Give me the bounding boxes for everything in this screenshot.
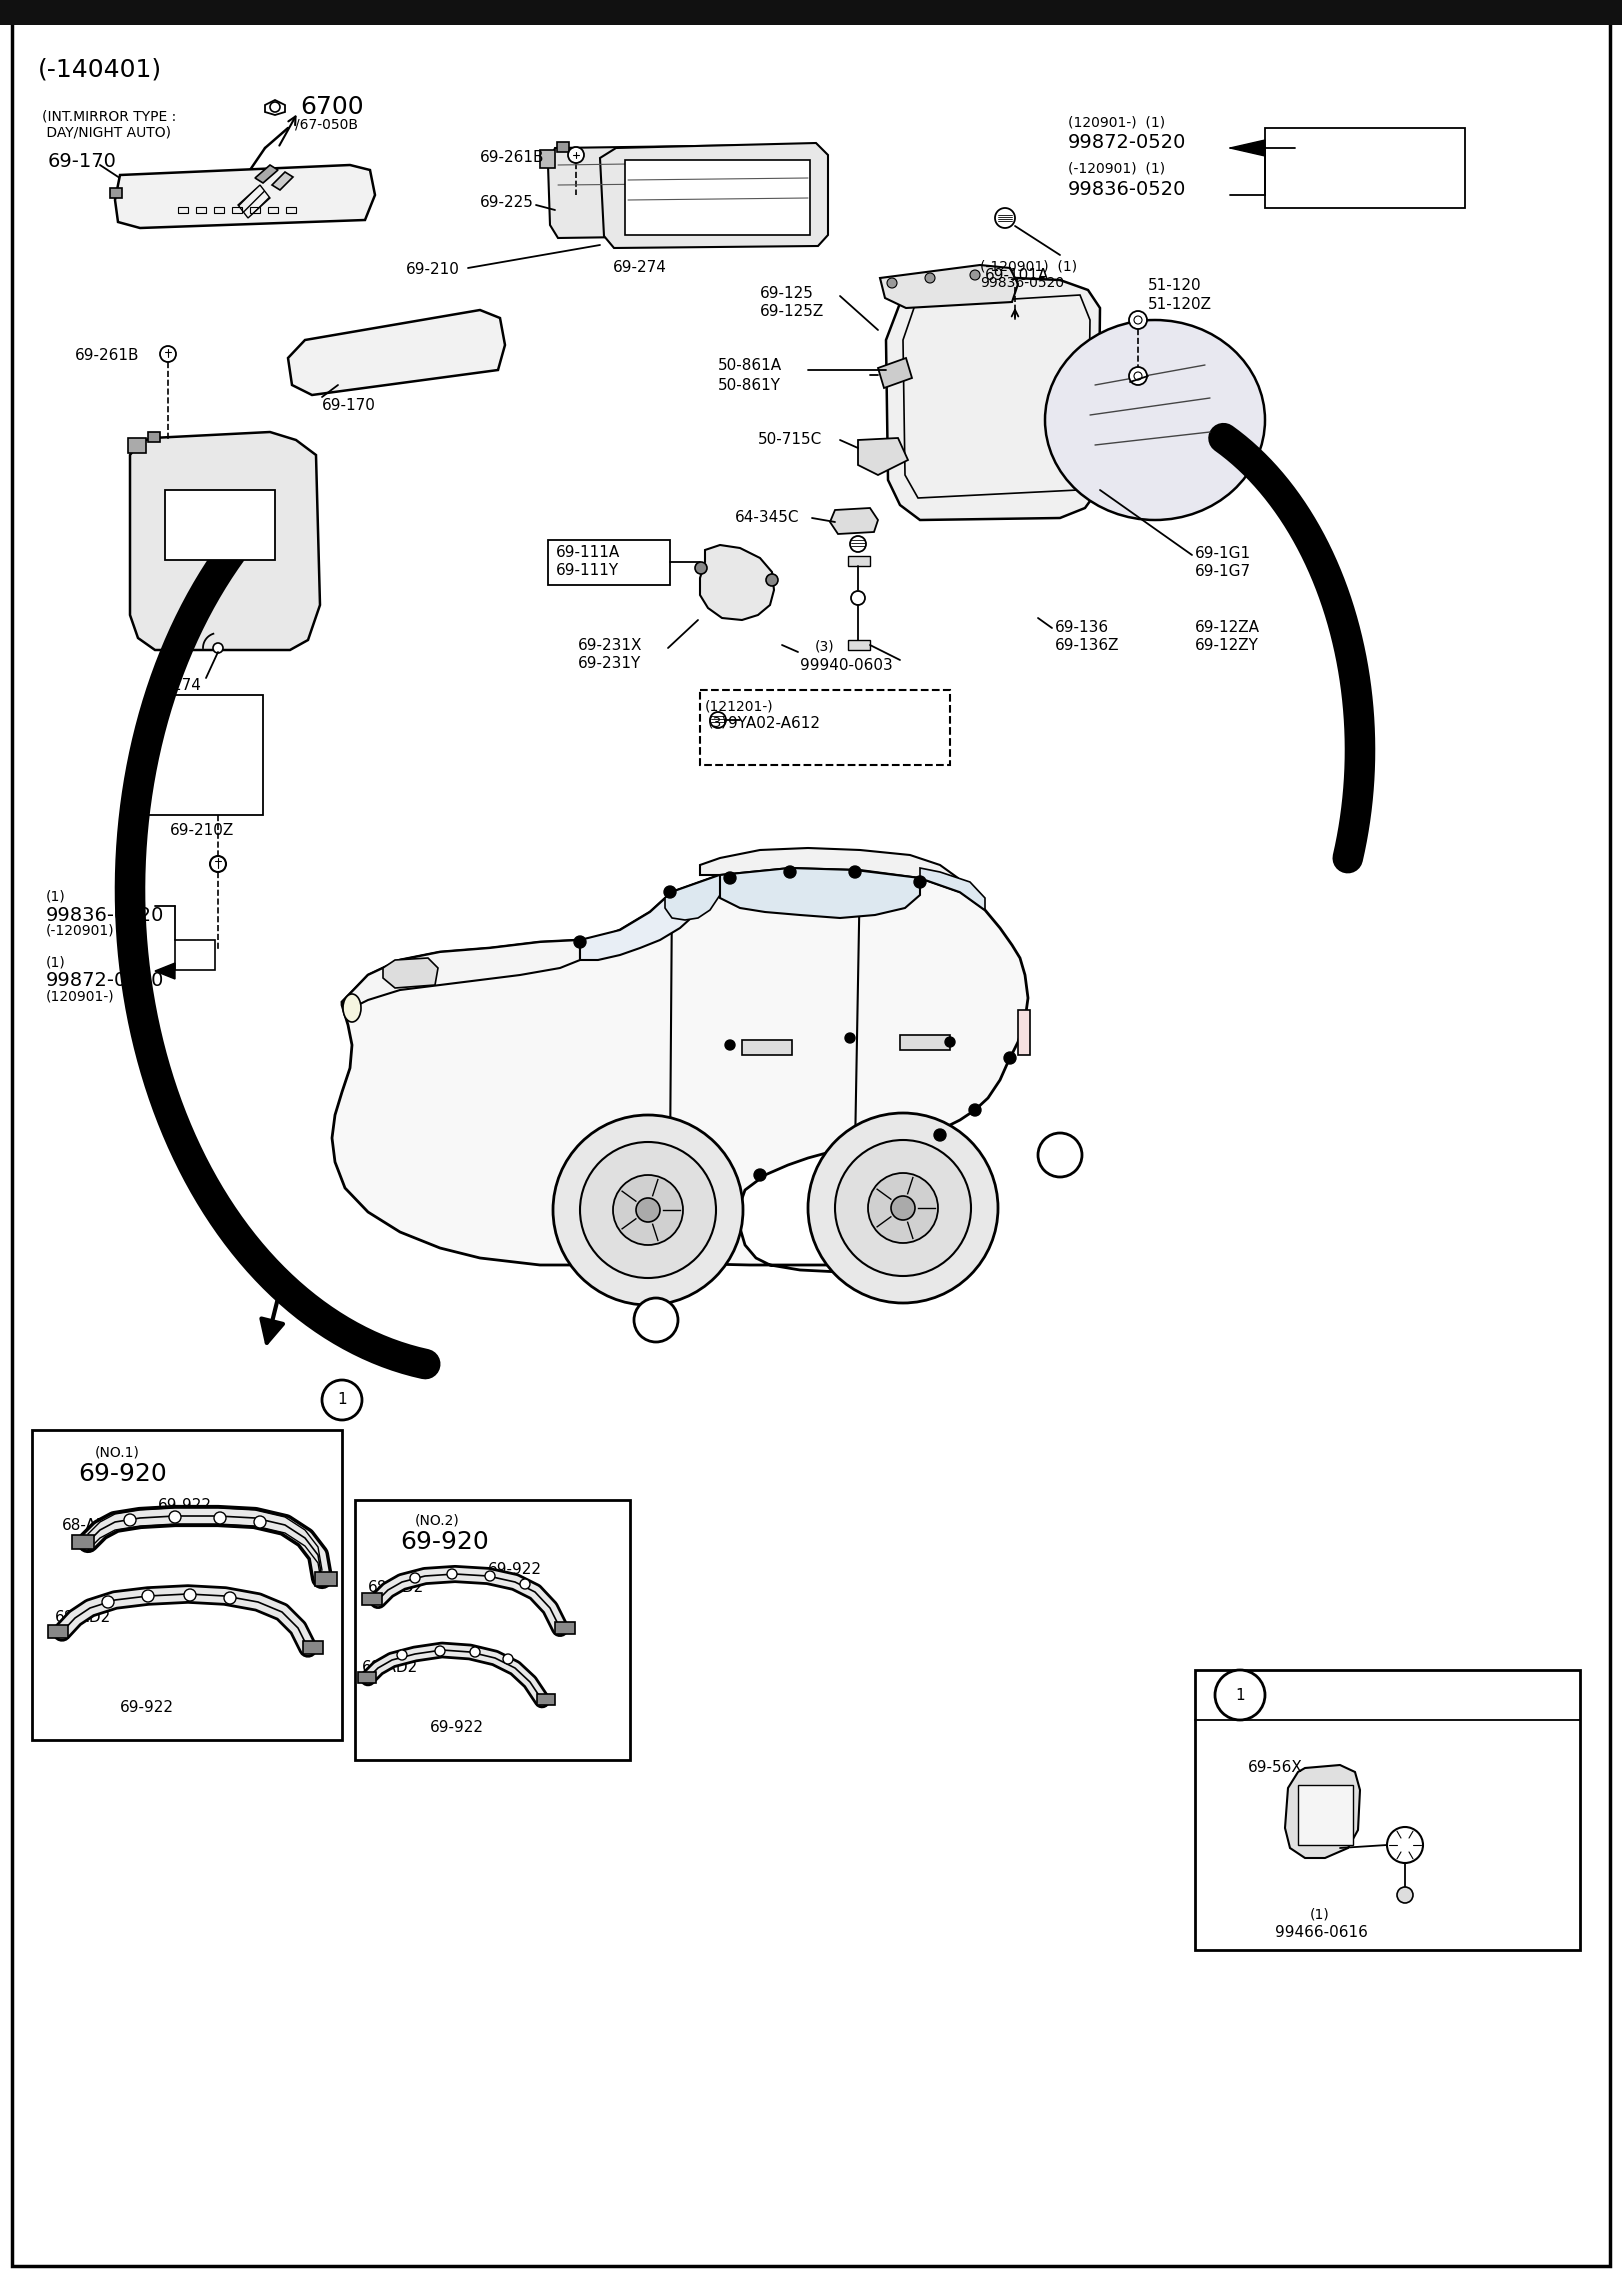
Circle shape — [503, 1654, 513, 1663]
Polygon shape — [920, 868, 985, 909]
Bar — [214, 207, 224, 214]
Circle shape — [102, 1597, 114, 1608]
Circle shape — [915, 877, 926, 888]
Circle shape — [890, 1196, 915, 1221]
Text: (1): (1) — [1311, 1909, 1330, 1923]
Circle shape — [1129, 312, 1147, 328]
Polygon shape — [1285, 1765, 1359, 1859]
Circle shape — [725, 1041, 735, 1050]
Text: 69-210Z: 69-210Z — [170, 822, 234, 838]
Text: 68-AD2: 68-AD2 — [362, 1661, 418, 1674]
Text: 50-715C: 50-715C — [757, 433, 822, 446]
Text: (1): (1) — [45, 891, 67, 904]
Circle shape — [581, 1141, 715, 1278]
Ellipse shape — [1045, 319, 1265, 519]
Circle shape — [224, 1592, 235, 1604]
Text: 69-136: 69-136 — [1054, 620, 1109, 636]
Circle shape — [553, 1114, 743, 1305]
Text: 51-120Z: 51-120Z — [1148, 296, 1212, 312]
Bar — [848, 556, 869, 565]
Circle shape — [1129, 367, 1147, 385]
Text: 69-111Y: 69-111Y — [556, 563, 620, 579]
Text: (120901-)  (1): (120901-) (1) — [1067, 114, 1165, 130]
Bar — [1195, 1670, 1580, 1950]
Text: (-120901)  (1): (-120901) (1) — [1067, 162, 1165, 175]
Polygon shape — [1229, 139, 1265, 155]
Text: 99872-0520: 99872-0520 — [45, 970, 164, 991]
Text: 69-1G7: 69-1G7 — [1195, 565, 1251, 579]
Bar — [250, 207, 260, 214]
Text: 69-101A: 69-101A — [985, 269, 1049, 282]
Text: 69-920: 69-920 — [78, 1462, 167, 1485]
Polygon shape — [255, 164, 277, 182]
Bar — [303, 1640, 323, 1654]
Circle shape — [574, 936, 586, 948]
Text: (3): (3) — [814, 640, 835, 654]
Circle shape — [808, 1114, 998, 1303]
Polygon shape — [289, 310, 504, 394]
Text: 68-AD2: 68-AD2 — [368, 1581, 425, 1595]
Text: 69-274: 69-274 — [613, 260, 667, 276]
Text: (1): (1) — [45, 954, 67, 968]
Bar — [175, 941, 216, 970]
Circle shape — [663, 886, 676, 898]
Bar — [178, 207, 188, 214]
Text: 69-922: 69-922 — [157, 1499, 212, 1513]
Polygon shape — [581, 875, 720, 959]
Bar — [315, 1572, 337, 1585]
Text: (3): (3) — [707, 715, 728, 729]
Text: 69-12ZY: 69-12ZY — [1195, 638, 1259, 654]
Bar — [1265, 128, 1465, 207]
Circle shape — [1004, 1052, 1015, 1064]
Polygon shape — [886, 278, 1100, 519]
Circle shape — [323, 1380, 362, 1419]
Bar — [148, 695, 263, 816]
Bar — [624, 159, 809, 235]
Bar — [355, 1499, 629, 1761]
Circle shape — [143, 1590, 154, 1601]
Text: (-120901)  (1)
99836-0520: (-120901) (1) 99836-0520 — [980, 260, 1077, 289]
Text: 1: 1 — [1236, 1688, 1244, 1702]
Text: (NO.2): (NO.2) — [415, 1515, 459, 1529]
Text: 1: 1 — [650, 1312, 660, 1328]
Text: 69-922: 69-922 — [488, 1563, 542, 1576]
Circle shape — [521, 1579, 530, 1590]
Bar — [285, 207, 295, 214]
Circle shape — [868, 1173, 938, 1244]
Circle shape — [634, 1298, 678, 1342]
Circle shape — [835, 1139, 972, 1276]
Circle shape — [1215, 1670, 1265, 1720]
Text: 69-56X: 69-56X — [1247, 1761, 1302, 1775]
Circle shape — [1038, 1132, 1082, 1178]
Bar — [165, 490, 276, 560]
Bar — [110, 189, 122, 198]
Text: 99836-0520: 99836-0520 — [45, 907, 164, 925]
Text: 69-261B: 69-261B — [75, 349, 139, 362]
Circle shape — [845, 1032, 855, 1043]
Circle shape — [161, 346, 177, 362]
Text: 69-125: 69-125 — [761, 287, 814, 301]
Circle shape — [214, 1513, 225, 1524]
Circle shape — [568, 148, 584, 164]
Polygon shape — [830, 508, 878, 533]
Text: 69-1G1: 69-1G1 — [1195, 547, 1251, 560]
Circle shape — [435, 1647, 444, 1656]
Bar — [1298, 1786, 1353, 1845]
Circle shape — [848, 866, 861, 877]
Text: 69-225: 69-225 — [480, 196, 534, 210]
Text: 99466-0616: 99466-0616 — [1275, 1925, 1367, 1941]
Bar — [1019, 1009, 1030, 1055]
Bar — [548, 540, 670, 585]
Polygon shape — [264, 100, 285, 114]
Text: /67-050B: /67-050B — [295, 118, 358, 132]
Circle shape — [470, 1647, 480, 1656]
Circle shape — [994, 207, 1015, 228]
Circle shape — [852, 590, 865, 606]
Polygon shape — [130, 433, 320, 649]
Bar — [741, 1041, 792, 1055]
Bar — [555, 1622, 576, 1633]
Text: 69-170: 69-170 — [323, 399, 376, 412]
Text: 99940-0603: 99940-0603 — [800, 658, 892, 672]
Polygon shape — [858, 437, 908, 476]
Circle shape — [636, 1198, 660, 1221]
